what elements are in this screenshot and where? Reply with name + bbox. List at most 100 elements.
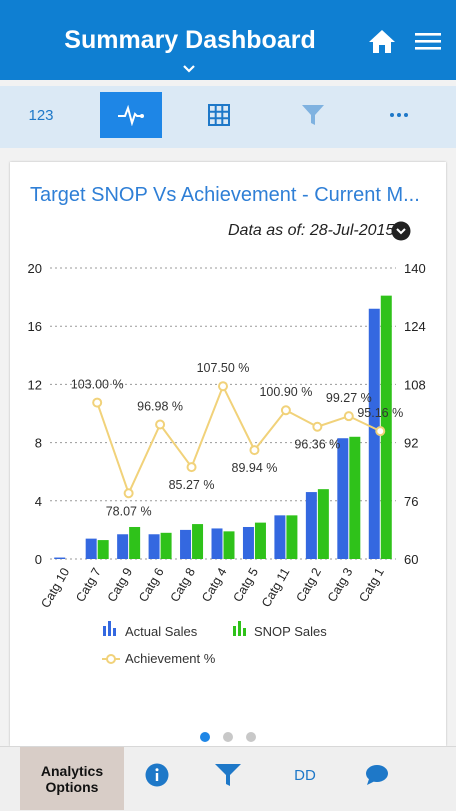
bar-actual	[337, 438, 349, 559]
legend-label: SNOP Sales	[254, 624, 327, 639]
y-tick-label: 16	[28, 319, 42, 334]
bar-actual	[54, 557, 66, 559]
achievement-point	[155, 419, 166, 430]
achievement-data-label: 103.00 %	[71, 378, 124, 392]
bar-snop	[129, 526, 141, 559]
bar-snop	[317, 489, 329, 559]
bar-snop	[160, 532, 172, 559]
chevron-down-icon[interactable]	[181, 62, 197, 76]
y-tick-label: 20	[28, 261, 42, 276]
chart-title: Target SNOP Vs Achievement - Current M..…	[30, 184, 420, 206]
achievement-point	[280, 405, 291, 416]
tab-numbers[interactable]: 123	[28, 106, 54, 124]
achievement-point	[92, 397, 103, 408]
bar-snop	[97, 540, 109, 559]
achievement-point	[249, 445, 260, 456]
x-tick-label: Catg 9	[105, 565, 136, 604]
x-tick-label: Catg 7	[73, 565, 104, 604]
legend-swatch-snop	[243, 628, 246, 636]
legend-swatch-snop	[233, 626, 236, 636]
y2-tick-label: 124	[404, 319, 426, 334]
achievement-point	[186, 462, 197, 473]
bar-actual	[148, 534, 160, 559]
achievement-point	[123, 488, 134, 499]
achievement-point	[343, 411, 354, 422]
tab-filter[interactable]	[290, 92, 336, 138]
achievement-point	[375, 426, 386, 437]
app-header: Summary Dashboard	[0, 0, 456, 80]
page-dot[interactable]	[246, 732, 256, 742]
achievement-line	[96, 383, 381, 496]
page-dot[interactable]	[200, 732, 210, 742]
y2-tick-label: 140	[404, 261, 426, 276]
chat-icon	[366, 765, 388, 785]
achievement-data-label: 85.27 %	[169, 478, 215, 492]
achievement-data-label: 95.16 %	[357, 406, 403, 420]
filter-icon	[302, 105, 324, 125]
bar-snop	[254, 522, 266, 559]
achievement-data-label: 107.50 %	[197, 361, 250, 375]
tab-chart[interactable]	[100, 92, 162, 138]
y2-tick-label: 60	[404, 552, 418, 567]
achievement-data-label: 89.94 %	[232, 461, 278, 475]
analytics-label-line2: Options	[45, 778, 99, 795]
achievement-data-label: 100.90 %	[259, 385, 312, 399]
y-tick-label: 8	[35, 436, 42, 451]
x-tick-label: Catg 3	[325, 565, 356, 604]
bar-actual	[117, 534, 129, 559]
y-tick-label: 0	[35, 552, 42, 567]
info-icon	[145, 763, 169, 787]
achievement-data-label: 78.07 %	[106, 504, 152, 518]
y-tick-label: 4	[35, 494, 42, 509]
bar-actual	[305, 492, 317, 559]
legend-label: Achievement %	[125, 651, 216, 666]
tab-more[interactable]	[376, 92, 422, 138]
legend-swatch-achievement	[106, 654, 116, 664]
legend-swatch-actual	[113, 628, 116, 636]
achievement-point	[312, 421, 323, 432]
legend-swatch-actual	[108, 621, 111, 636]
bar-actual	[274, 515, 286, 559]
page-dot[interactable]	[223, 732, 233, 742]
legend-label: Actual Sales	[125, 624, 198, 639]
achievement-data-label: 96.98 %	[137, 399, 183, 413]
x-tick-label: Catg 4	[199, 565, 230, 604]
more-icon	[390, 113, 408, 117]
combo-chart: 0 60 4 76 8 92 12 108 16 124 20 140 103.00 % 78.07 % 9…	[28, 261, 426, 666]
legend-swatch-actual	[103, 626, 106, 636]
chat-button[interactable]	[362, 760, 392, 790]
achievement-data-label: 99.27 %	[326, 391, 372, 405]
bar-snop	[286, 515, 298, 559]
x-tick-label: Catg 11	[259, 565, 293, 609]
bar-actual	[211, 528, 223, 559]
x-tick-label: Catg 8	[168, 565, 199, 604]
filter-button[interactable]	[212, 760, 244, 790]
tab-grid[interactable]	[196, 92, 242, 138]
data-as-of-label: Data as of: 28-Jul-2015	[228, 222, 395, 239]
legend-swatch-snop	[238, 621, 241, 636]
bar-snop	[192, 524, 204, 559]
y-tick-label: 12	[28, 377, 42, 392]
filter-icon	[215, 764, 241, 786]
achievement-data-label: 96.36 %	[294, 438, 340, 452]
y2-tick-label: 76	[404, 494, 418, 509]
chevron-down-circle-icon[interactable]	[391, 221, 411, 241]
x-tick-label: Catg 5	[231, 565, 262, 604]
page-title: Summary Dashboard	[64, 26, 316, 54]
dd-button[interactable]: DD	[294, 766, 316, 784]
home-icon[interactable]	[368, 28, 396, 54]
bar-snop	[223, 531, 235, 559]
bar-actual	[242, 526, 254, 559]
bar-actual	[85, 538, 97, 559]
achievement-point	[218, 381, 228, 392]
x-tick-label: Catg 6	[136, 565, 167, 604]
page-indicator	[200, 732, 260, 742]
analytics-label-line1: Analytics	[40, 762, 104, 779]
bar-snop	[380, 295, 392, 559]
x-tick-label: Catg 2	[293, 565, 324, 604]
info-button[interactable]	[142, 760, 172, 790]
x-tick-label: Catg 10	[38, 565, 72, 610]
x-tick-label: Catg 1	[356, 565, 387, 604]
analytics-options-button[interactable]: Analytics Options	[20, 747, 124, 810]
hamburger-menu-icon[interactable]	[414, 30, 442, 52]
